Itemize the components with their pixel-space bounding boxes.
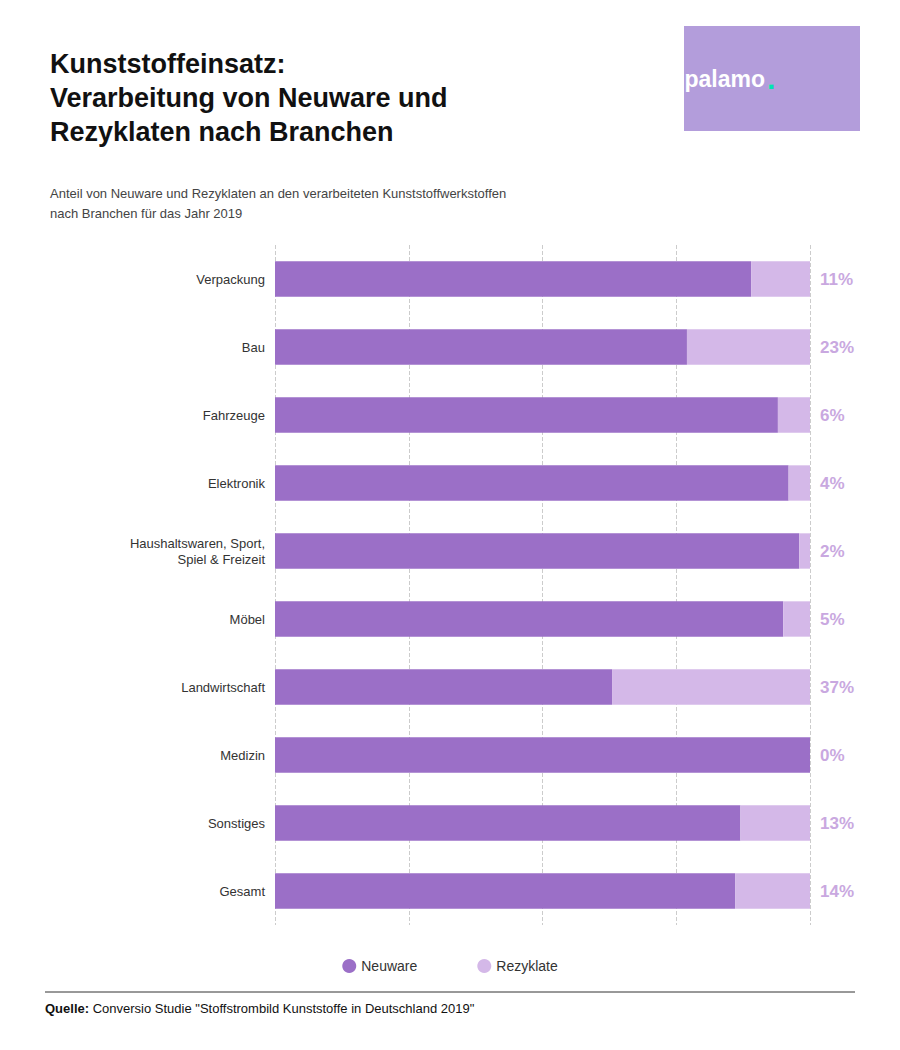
svg-text:13%: 13% — [820, 814, 854, 833]
svg-text:Rezyklaten nach Branchen: Rezyklaten nach Branchen — [50, 117, 394, 147]
svg-text:Bau: Bau — [242, 340, 265, 355]
svg-text:23%: 23% — [820, 338, 854, 357]
svg-text:Haushaltswaren, Sport,: Haushaltswaren, Sport, — [130, 536, 265, 551]
svg-text:Kunststoffeinsatz:: Kunststoffeinsatz: — [50, 49, 286, 79]
svg-text:Verpackung: Verpackung — [196, 272, 265, 287]
svg-text:0%: 0% — [820, 746, 845, 765]
svg-text:Verarbeitung von Neuware und: Verarbeitung von Neuware und — [50, 83, 448, 113]
svg-text:Fahrzeuge: Fahrzeuge — [203, 408, 265, 423]
svg-text:Neuware: Neuware — [361, 958, 417, 974]
svg-text:Anteil von Neuware und Rezykla: Anteil von Neuware und Rezyklaten an den… — [50, 186, 506, 201]
svg-text:6%: 6% — [820, 406, 845, 425]
svg-text:5%: 5% — [820, 610, 845, 629]
svg-text:Elektronik: Elektronik — [208, 476, 266, 491]
svg-text:11%: 11% — [820, 270, 853, 289]
svg-text:Conversio Studie "Stoffstrombi: Conversio Studie "Stoffstrombild Kunstst… — [89, 1001, 475, 1016]
svg-text:Möbel: Möbel — [230, 612, 266, 627]
svg-text:Landwirtschaft: Landwirtschaft — [181, 680, 265, 695]
svg-text:Quelle:: Quelle: — [45, 1001, 89, 1016]
svg-text:14%: 14% — [820, 882, 854, 901]
svg-text:Spiel & Freizeit: Spiel & Freizeit — [178, 552, 266, 567]
svg-text:37%: 37% — [820, 678, 854, 697]
svg-text:2%: 2% — [820, 542, 845, 561]
svg-text:Sonstiges: Sonstiges — [208, 816, 266, 831]
svg-text:nach Branchen für das Jahr 201: nach Branchen für das Jahr 2019 — [50, 206, 242, 221]
svg-text:palamo: palamo — [684, 66, 765, 92]
svg-text:Gesamt: Gesamt — [219, 884, 265, 899]
svg-text:Medizin: Medizin — [220, 748, 265, 763]
svg-text:Rezyklate: Rezyklate — [496, 958, 558, 974]
svg-text:4%: 4% — [820, 474, 845, 493]
svg-text:.: . — [767, 62, 775, 95]
